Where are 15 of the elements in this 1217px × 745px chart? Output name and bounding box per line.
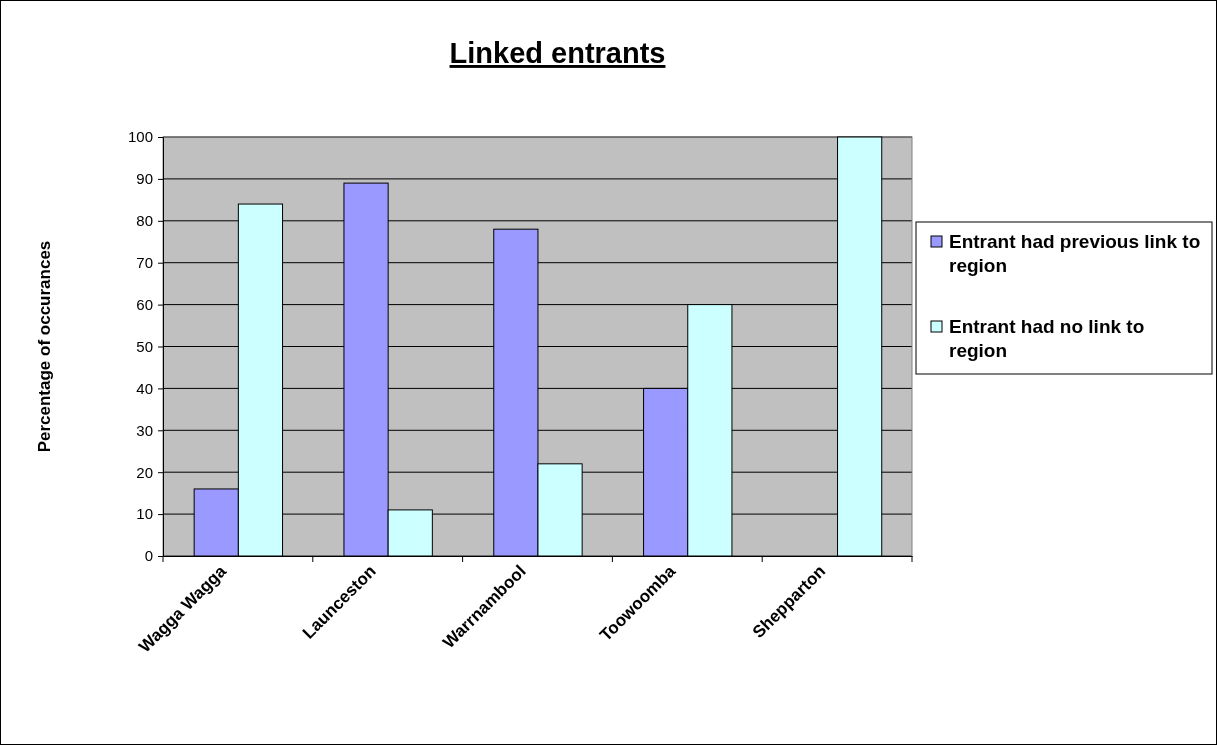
chart-title: Linked entrants	[449, 37, 666, 69]
y-tick-label: 30	[136, 421, 153, 439]
y-tick-label: 0	[144, 547, 153, 565]
y-tick-label: 50	[136, 337, 153, 355]
y-tick-label: 90	[136, 170, 153, 188]
y-tick-label: 100	[127, 128, 153, 146]
y-tick-label: 20	[136, 463, 153, 481]
legend-label: Entrant had no link to region	[949, 316, 1145, 361]
y-axis-title: Percentage of occurances	[35, 240, 54, 453]
y-tick-label: 40	[136, 379, 153, 397]
legend-label: Entrant had previous link to region	[949, 231, 1201, 276]
y-tick-label: 60	[136, 295, 153, 313]
y-tick-label: 10	[136, 505, 153, 523]
y-tick-label: 80	[136, 212, 153, 230]
y-tick-label: 70	[136, 254, 153, 271]
